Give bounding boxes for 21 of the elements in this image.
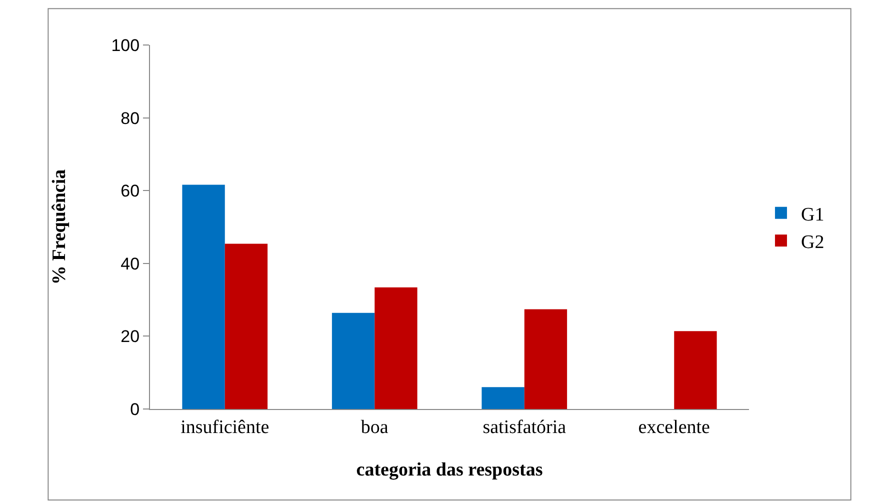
bar [674, 331, 717, 409]
y-tick-label: 0 [130, 400, 140, 419]
x-axis-title: categoria das respostas [356, 460, 543, 481]
y-tick-label: 80 [120, 108, 140, 128]
x-tick-label: excelente [638, 416, 710, 438]
bar [182, 184, 225, 409]
y-tick-label: 100 [111, 36, 140, 55]
y-tick-label: 40 [120, 254, 140, 274]
bar [332, 312, 375, 409]
bar [224, 244, 268, 409]
y-tick-label: 20 [120, 327, 140, 346]
y-axis-title: % Frequência [49, 168, 70, 285]
legend-label: G1 [800, 204, 824, 226]
x-tick-label: satisfatória [482, 416, 567, 438]
x-tick-label: boa [360, 416, 389, 438]
bar [482, 387, 524, 409]
bar [374, 287, 418, 409]
y-tick-label: 60 [120, 182, 140, 201]
legend-label: G2 [800, 232, 824, 253]
x-tick-label: insuficiênte [180, 416, 270, 438]
bar [524, 309, 568, 409]
